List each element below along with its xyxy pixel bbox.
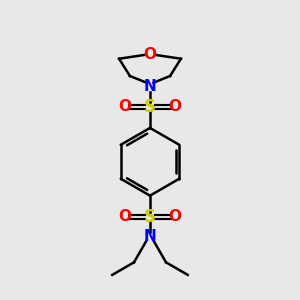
- Text: S: S: [144, 98, 156, 116]
- Text: O: O: [143, 47, 157, 62]
- Text: O: O: [169, 99, 182, 114]
- Text: O: O: [118, 209, 131, 224]
- Text: N: N: [144, 230, 156, 244]
- Text: N: N: [144, 79, 156, 94]
- Text: S: S: [144, 208, 156, 226]
- Text: O: O: [118, 99, 131, 114]
- Text: O: O: [169, 209, 182, 224]
